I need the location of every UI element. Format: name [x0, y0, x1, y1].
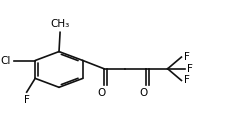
Text: F: F — [184, 52, 190, 62]
Text: Cl: Cl — [0, 55, 11, 65]
Text: F: F — [184, 75, 190, 85]
Text: F: F — [24, 95, 30, 105]
Text: O: O — [97, 88, 106, 98]
Text: F: F — [187, 64, 193, 74]
Text: O: O — [140, 88, 148, 98]
Text: CH₃: CH₃ — [50, 19, 70, 29]
